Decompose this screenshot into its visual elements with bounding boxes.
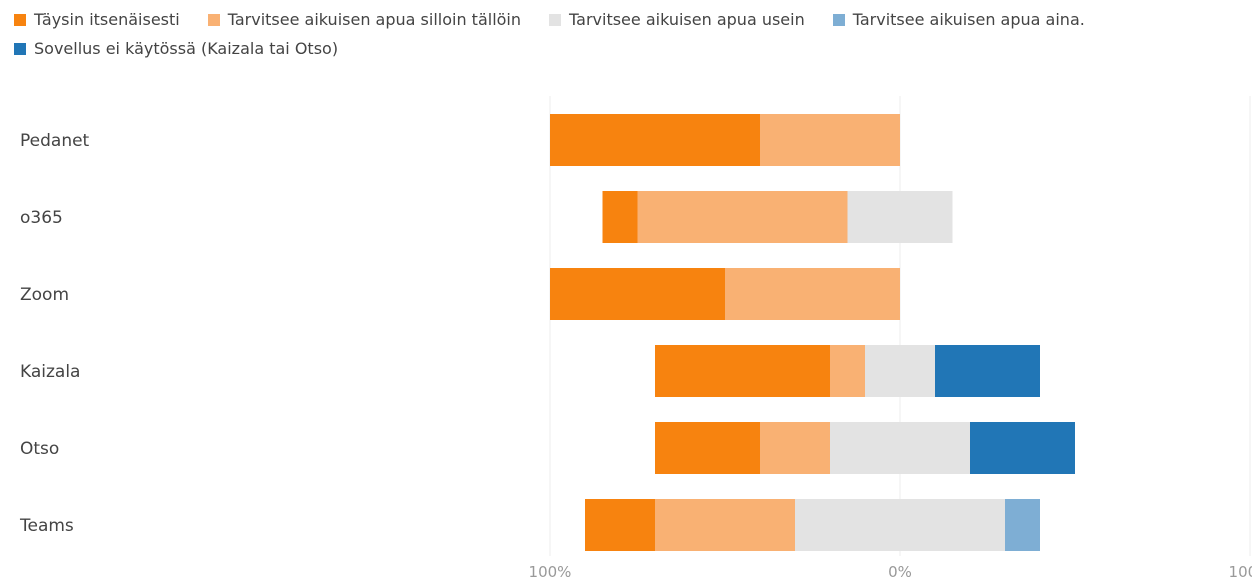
legend-swatch bbox=[14, 14, 26, 26]
bar-segment[interactable] bbox=[830, 345, 865, 397]
bar-segment[interactable] bbox=[970, 422, 1075, 474]
bar-segment[interactable] bbox=[602, 191, 638, 243]
bar-segment[interactable] bbox=[760, 114, 900, 166]
bar-segment[interactable] bbox=[655, 422, 760, 474]
legend-item[interactable]: Tarvitsee aikuisen apua silloin tällöin bbox=[207, 6, 522, 34]
bar-segment[interactable] bbox=[795, 499, 1005, 551]
category-label: Kaizala bbox=[20, 362, 80, 382]
bar-segment[interactable] bbox=[1005, 499, 1040, 551]
legend-swatch bbox=[549, 14, 562, 26]
legend-swatch bbox=[832, 14, 845, 26]
x-tick-label: 100% bbox=[529, 563, 572, 581]
legend-label: Tarvitsee aikuisen apua silloin tällöin bbox=[227, 10, 522, 29]
bar-segment[interactable] bbox=[550, 114, 760, 166]
bar-segment[interactable] bbox=[760, 422, 830, 474]
category-label: Teams bbox=[19, 516, 74, 536]
bar-segment[interactable] bbox=[847, 191, 953, 243]
bar-segment[interactable] bbox=[935, 345, 1040, 397]
legend-item[interactable]: Sovellus ei käytössä (Kaizala tai Otso) bbox=[14, 35, 338, 63]
bar-segment[interactable] bbox=[830, 422, 970, 474]
category-label: Pedanet bbox=[20, 131, 90, 151]
category-label: Otso bbox=[20, 439, 59, 459]
bar-segment[interactable] bbox=[655, 345, 830, 397]
bar-segment[interactable] bbox=[585, 499, 655, 551]
bar-segment[interactable] bbox=[725, 268, 900, 320]
legend-label: Sovellus ei käytössä (Kaizala tai Otso) bbox=[34, 39, 339, 58]
legend-swatch bbox=[14, 43, 26, 55]
x-tick-label: 0% bbox=[888, 563, 912, 581]
bar-segment[interactable] bbox=[637, 191, 848, 243]
category-label: o365 bbox=[20, 208, 63, 228]
legend-label: Tarvitsee aikuisen apua usein bbox=[569, 10, 805, 29]
legend-label: Tarvitsee aikuisen apua aina. bbox=[852, 10, 1085, 29]
chart-legend: Täysin itsenäisesti Tarvitsee aikuisen ap… bbox=[14, 6, 1244, 64]
bar-segment[interactable] bbox=[865, 345, 935, 397]
legend-item[interactable]: Tarvitsee aikuisen apua aina. bbox=[832, 6, 1085, 34]
category-label: Zoom bbox=[20, 285, 69, 305]
x-tick-label: 100% bbox=[1229, 563, 1252, 581]
legend-item[interactable]: Tarvitsee aikuisen apua usein bbox=[549, 6, 805, 34]
bar-segment[interactable] bbox=[550, 268, 725, 320]
legend-item[interactable]: Täysin itsenäisesti bbox=[14, 6, 180, 34]
bar-segment[interactable] bbox=[655, 499, 795, 551]
legend-swatch bbox=[207, 14, 220, 26]
legend-label: Täysin itsenäisesti bbox=[34, 10, 180, 29]
